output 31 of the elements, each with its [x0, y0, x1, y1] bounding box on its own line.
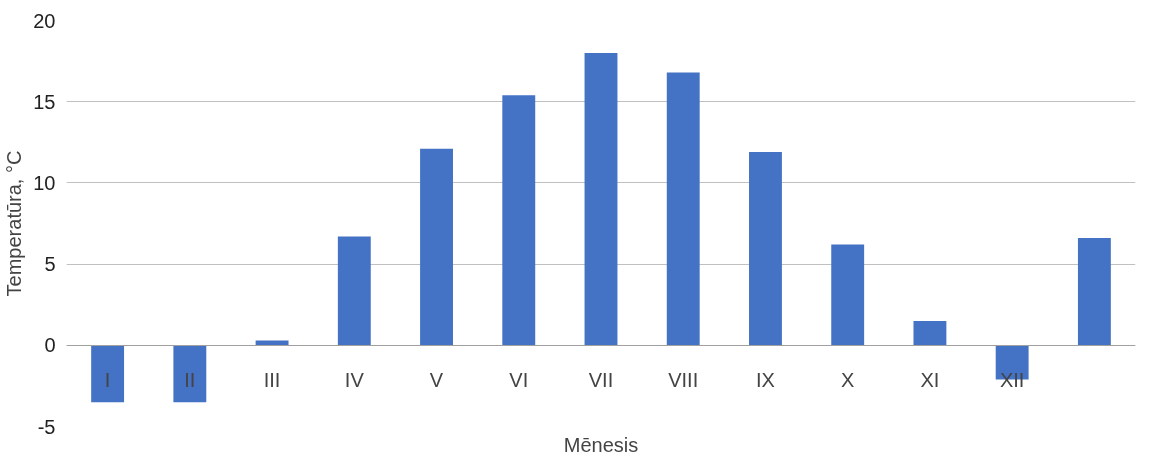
bar: [666, 72, 700, 346]
y-tick-label: 0: [44, 334, 56, 357]
y-tick-label: 5: [44, 253, 56, 276]
y-tick-label: 20: [33, 9, 56, 32]
y-tick-label: 10: [33, 171, 56, 194]
x-tick-label: VI: [509, 369, 529, 392]
bar: [91, 345, 125, 403]
bar: [584, 52, 618, 346]
bar: [337, 236, 371, 346]
x-tick-label: III: [263, 369, 281, 392]
x-tick-label: I: [104, 369, 111, 392]
bar: [913, 320, 947, 346]
x-tick-label: V: [429, 369, 444, 392]
y-axis-title: Temperatūra, °C: [3, 150, 26, 297]
bar: [749, 152, 782, 346]
bar: [831, 244, 865, 346]
y-tick-label: 15: [33, 90, 56, 113]
x-tick-label: VII: [588, 369, 614, 392]
bar: [173, 345, 207, 403]
bar: [420, 148, 453, 346]
x-tick-label: II: [184, 369, 196, 392]
x-tick-label: IV: [344, 369, 365, 392]
x-tick-label: VIII: [668, 369, 699, 392]
x-tick-label: X: [841, 369, 855, 392]
bar: [502, 95, 536, 346]
x-axis-title: Mēnesis: [563, 433, 639, 456]
y-tick-label: -5: [37, 415, 56, 438]
x-tick-label: IX: [756, 369, 775, 392]
bar: [1077, 238, 1111, 346]
x-tick-label: XI: [920, 369, 940, 392]
bar: [255, 340, 289, 346]
